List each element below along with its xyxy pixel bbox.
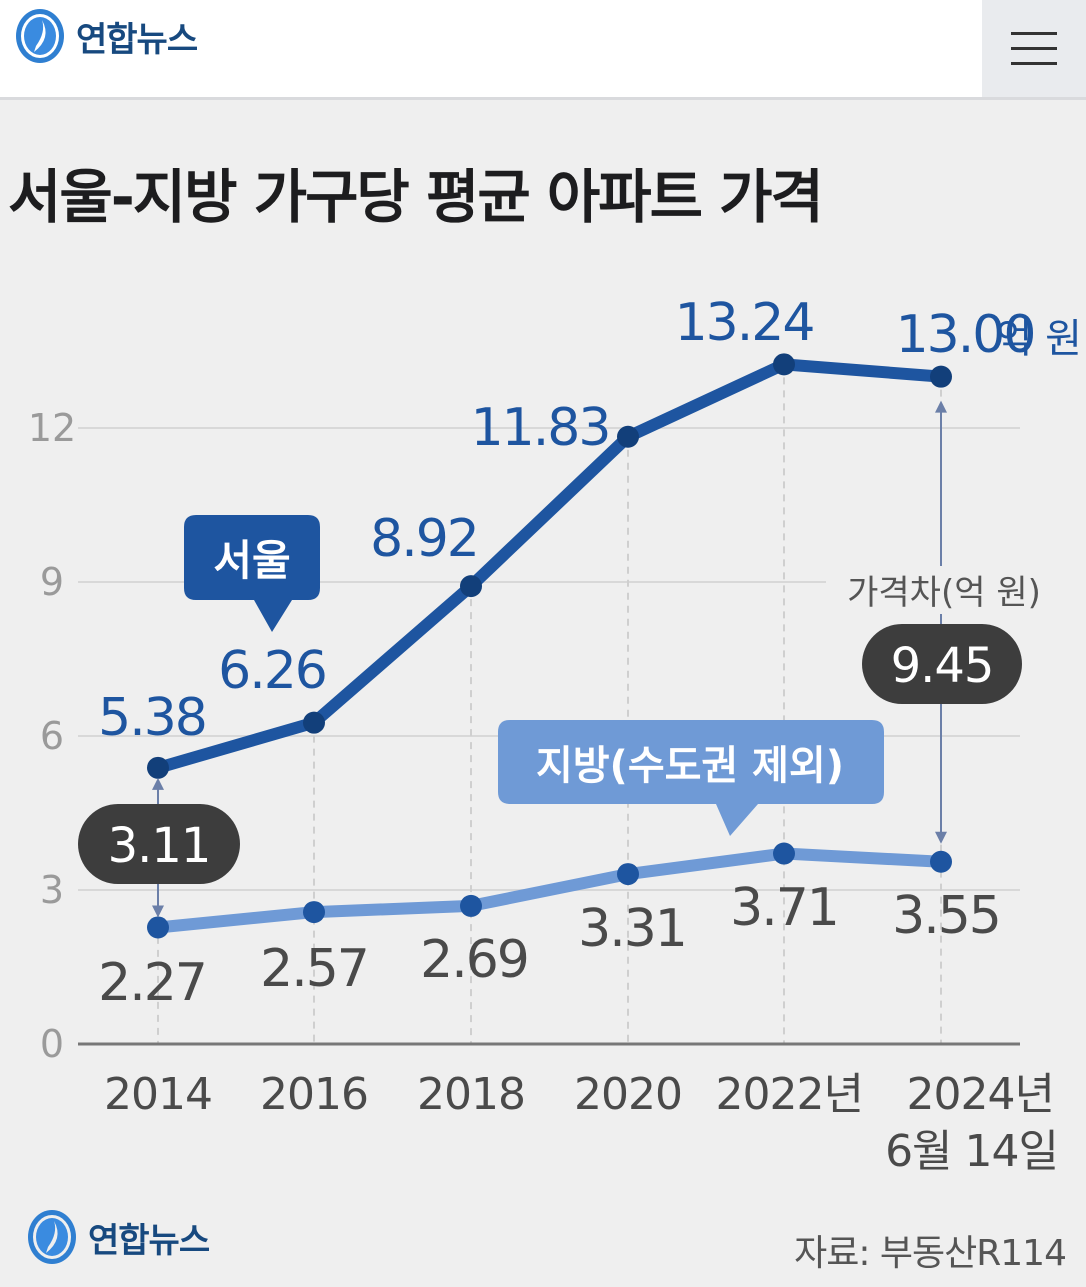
gap-badge-2024	[862, 624, 1022, 704]
gap-badge-2014-label: 3.11	[108, 818, 211, 874]
gap-badge-2024-label: 9.45	[891, 638, 994, 694]
y-tick-label: 6	[40, 714, 64, 758]
region-value-label: 3.71	[730, 878, 838, 938]
region-value-label: 2.57	[260, 939, 368, 999]
header-logo[interactable]: 연합뉴스	[12, 6, 198, 66]
seoul-value-label: 11.83	[471, 398, 610, 458]
y-tick-label: 9	[40, 560, 64, 604]
data-point	[303, 901, 325, 924]
gap-caption-pad	[826, 566, 1062, 614]
region-callout-bubble	[498, 720, 884, 836]
top-bar: 연합뉴스	[0, 0, 1086, 100]
source-note: 자료: 부동산R114	[794, 1233, 1067, 1274]
gap-arrow-2014-head-down	[152, 905, 164, 918]
gap-arrow-2024-head-up	[935, 400, 947, 413]
region-callout-label: 지방(수도권 제외)	[536, 743, 844, 789]
data-point	[773, 353, 795, 376]
seoul-value-label: 6.26	[218, 641, 326, 701]
seoul-value-label: 8.92	[370, 509, 478, 569]
x-tick-label: 2018	[417, 1069, 525, 1120]
data-point	[460, 575, 482, 598]
footer-brand-name: 연합뉴스	[88, 1220, 210, 1261]
x-tick-label: 2022년	[716, 1069, 863, 1120]
gap-arrow-2024-head-down	[935, 831, 947, 844]
data-point	[303, 711, 325, 734]
seoul-value-label: 13.00	[896, 305, 1035, 365]
hamburger-menu-icon	[1011, 31, 1057, 65]
y-tick-label: 3	[40, 868, 64, 912]
gap-badge-2014	[78, 804, 240, 884]
x-tick-label: 2016	[260, 1069, 368, 1120]
region-value-label: 3.55	[892, 886, 1000, 946]
x-tick-sublabel: 6월 14일	[885, 1126, 1058, 1177]
y-tick-label: 0	[40, 1022, 64, 1066]
region-value-label: 3.31	[578, 899, 686, 959]
data-point	[773, 842, 795, 865]
data-point	[147, 756, 169, 779]
chart-title: 서울-지방 가구당 평균 아파트 가격	[8, 163, 824, 231]
y-tick-label: 12	[28, 406, 76, 450]
brand-name: 연합뉴스	[76, 19, 198, 60]
seoul-callout-bubble	[184, 515, 320, 632]
series-line-1	[152, 847, 947, 934]
gap-arrow-2014-head-up	[152, 777, 164, 790]
yonhap-globe-logo-icon	[28, 1210, 76, 1264]
data-point	[930, 850, 952, 873]
data-point	[617, 425, 639, 448]
region-value-label: 2.69	[420, 930, 528, 990]
x-tick-label: 2020	[574, 1069, 682, 1120]
menu-button[interactable]	[982, 0, 1086, 97]
unit-label: 억 원	[996, 316, 1082, 362]
gap-caption: 가격차(억 원)	[847, 573, 1041, 613]
x-tick-label: 2024년	[907, 1069, 1054, 1120]
footer-logo: 연합뉴스	[24, 1207, 210, 1267]
data-point	[930, 365, 952, 388]
data-point	[617, 863, 639, 886]
data-point	[147, 916, 169, 939]
yonhap-globe-logo-icon	[16, 9, 64, 63]
seoul-value-label: 13.24	[675, 293, 814, 353]
region-value-label: 2.27	[98, 953, 206, 1013]
seoul-value-label: 5.38	[98, 688, 206, 748]
seoul-callout-label: 서울	[213, 536, 290, 585]
series-line-0	[152, 358, 947, 774]
data-point	[460, 894, 482, 917]
x-tick-label: 2014	[104, 1069, 212, 1120]
